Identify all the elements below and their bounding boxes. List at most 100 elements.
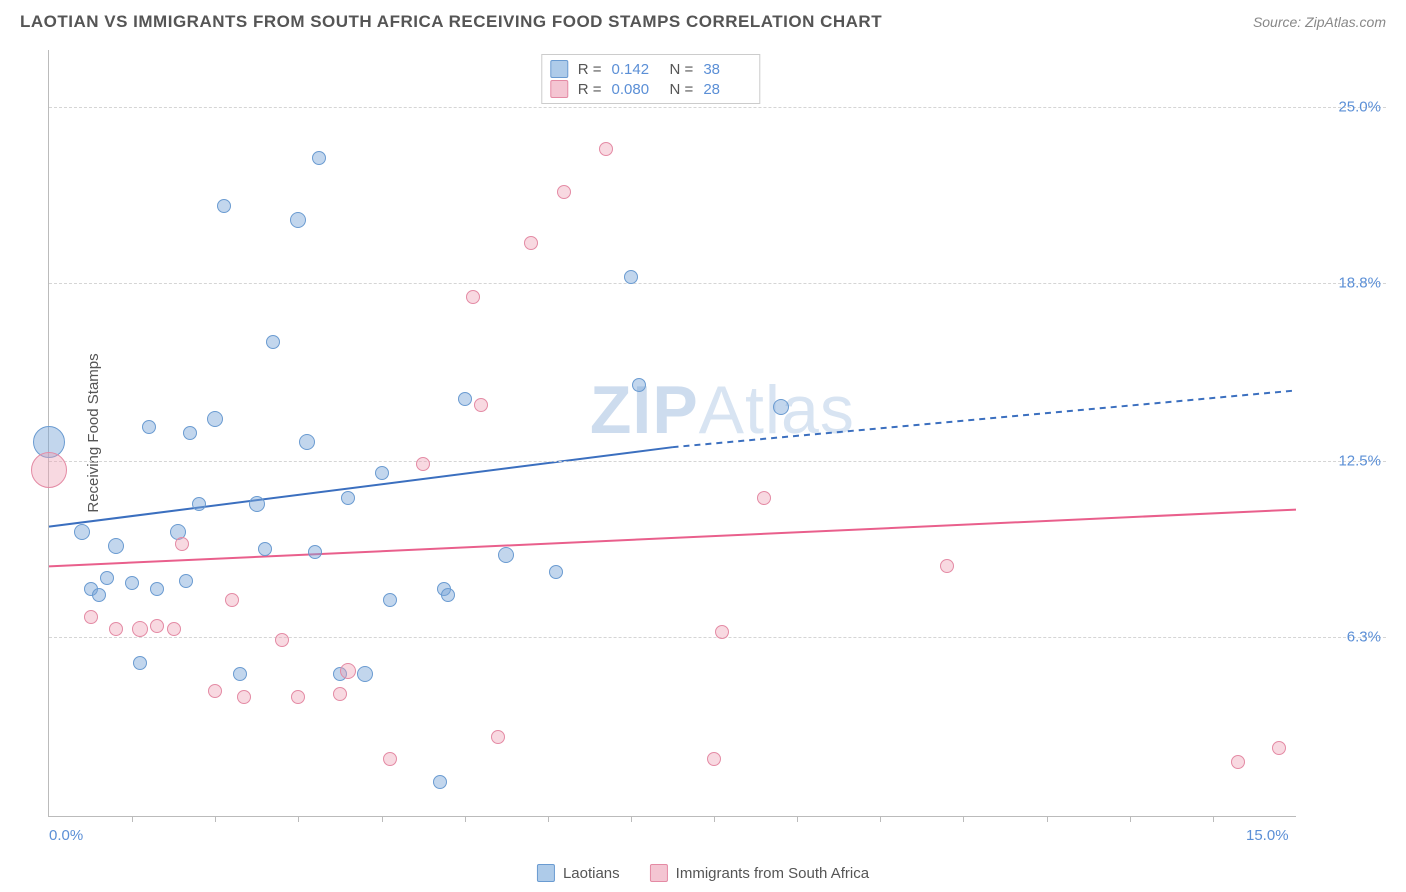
data-point <box>416 457 430 471</box>
data-point <box>217 199 231 213</box>
data-point <box>599 142 613 156</box>
y-tick-label: 12.5% <box>1338 453 1381 470</box>
y-tick-label: 18.8% <box>1338 274 1381 291</box>
data-point <box>133 656 147 670</box>
data-point <box>524 236 538 250</box>
legend-swatch <box>550 60 568 78</box>
legend-r-label: R = <box>578 61 602 78</box>
data-point <box>340 663 356 679</box>
legend-bottom: Laotians Immigrants from South Africa <box>537 864 869 882</box>
x-axis-label: 0.0% <box>49 827 83 844</box>
data-point <box>266 335 280 349</box>
legend-stats-row: R =0.080N =28 <box>550 79 752 99</box>
data-point <box>167 622 181 636</box>
data-point <box>498 547 514 563</box>
x-tick <box>132 816 133 822</box>
x-tick <box>1130 816 1131 822</box>
data-point <box>757 491 771 505</box>
x-tick <box>382 816 383 822</box>
data-point <box>258 542 272 556</box>
legend-series-name: Laotians <box>563 865 620 882</box>
data-point <box>299 434 315 450</box>
data-point <box>333 687 347 701</box>
x-tick <box>1213 816 1214 822</box>
trend-line-dashed <box>673 390 1297 447</box>
data-point <box>458 392 472 406</box>
x-tick <box>631 816 632 822</box>
data-point <box>308 545 322 559</box>
data-point <box>74 524 90 540</box>
gridline <box>49 283 1386 284</box>
data-point <box>707 752 721 766</box>
data-point <box>632 378 646 392</box>
data-point <box>92 588 106 602</box>
data-point <box>375 466 389 480</box>
legend-stats: R =0.142N =38R =0.080N =28 <box>541 54 761 104</box>
data-point <box>108 538 124 554</box>
legend-r-value: 0.080 <box>612 81 660 98</box>
legend-swatch <box>537 864 555 882</box>
data-point <box>208 684 222 698</box>
x-axis-label: 15.0% <box>1246 827 1289 844</box>
data-point <box>383 593 397 607</box>
trend-line-solid <box>49 510 1296 567</box>
y-tick-label: 6.3% <box>1347 629 1381 646</box>
legend-stats-row: R = 0.142 N = 38 <box>550 59 752 79</box>
data-point <box>275 633 289 647</box>
legend-item: Immigrants from South Africa <box>650 864 869 882</box>
trend-line-solid <box>49 447 673 526</box>
data-point <box>142 420 156 434</box>
data-point <box>183 426 197 440</box>
data-point <box>557 185 571 199</box>
data-point <box>940 559 954 573</box>
data-point <box>233 667 247 681</box>
data-point <box>179 574 193 588</box>
x-tick <box>714 816 715 822</box>
data-point <box>441 588 455 602</box>
data-point <box>624 270 638 284</box>
x-tick <box>797 816 798 822</box>
data-point <box>433 775 447 789</box>
data-point <box>290 212 306 228</box>
chart-title: LAOTIAN VS IMMIGRANTS FROM SOUTH AFRICA … <box>20 12 882 32</box>
data-point <box>383 752 397 766</box>
gridline <box>49 461 1386 462</box>
data-point <box>84 610 98 624</box>
x-tick <box>548 816 549 822</box>
legend-n-label: N = <box>670 81 694 98</box>
legend-series-name: Immigrants from South Africa <box>676 865 869 882</box>
legend-r-value: 0.142 <box>612 61 660 78</box>
data-point <box>132 621 148 637</box>
data-point <box>207 411 223 427</box>
chart-source: Source: ZipAtlas.com <box>1253 14 1386 30</box>
data-point <box>175 537 189 551</box>
x-tick <box>1047 816 1048 822</box>
data-point <box>109 622 123 636</box>
data-point <box>31 452 67 488</box>
chart-header: LAOTIAN VS IMMIGRANTS FROM SOUTH AFRICA … <box>0 0 1406 40</box>
data-point <box>549 565 563 579</box>
legend-swatch <box>650 864 668 882</box>
data-point <box>237 690 251 704</box>
data-point <box>474 398 488 412</box>
legend-r-label: R = <box>578 81 602 98</box>
data-point <box>225 593 239 607</box>
x-tick <box>215 816 216 822</box>
legend-n-value: 38 <box>703 61 751 78</box>
x-tick <box>880 816 881 822</box>
data-point <box>192 497 206 511</box>
data-point <box>357 666 373 682</box>
gridline <box>49 107 1386 108</box>
data-point <box>341 491 355 505</box>
x-tick <box>298 816 299 822</box>
legend-swatch <box>550 80 568 98</box>
trend-lines-svg <box>49 50 1296 816</box>
legend-n-label: N = <box>670 61 694 78</box>
data-point <box>773 399 789 415</box>
plot-area: Receiving Food Stamps ZIPAtlas 6.3%12.5%… <box>48 50 1296 817</box>
data-point <box>100 571 114 585</box>
data-point <box>715 625 729 639</box>
data-point <box>312 151 326 165</box>
data-point <box>1231 755 1245 769</box>
data-point <box>491 730 505 744</box>
